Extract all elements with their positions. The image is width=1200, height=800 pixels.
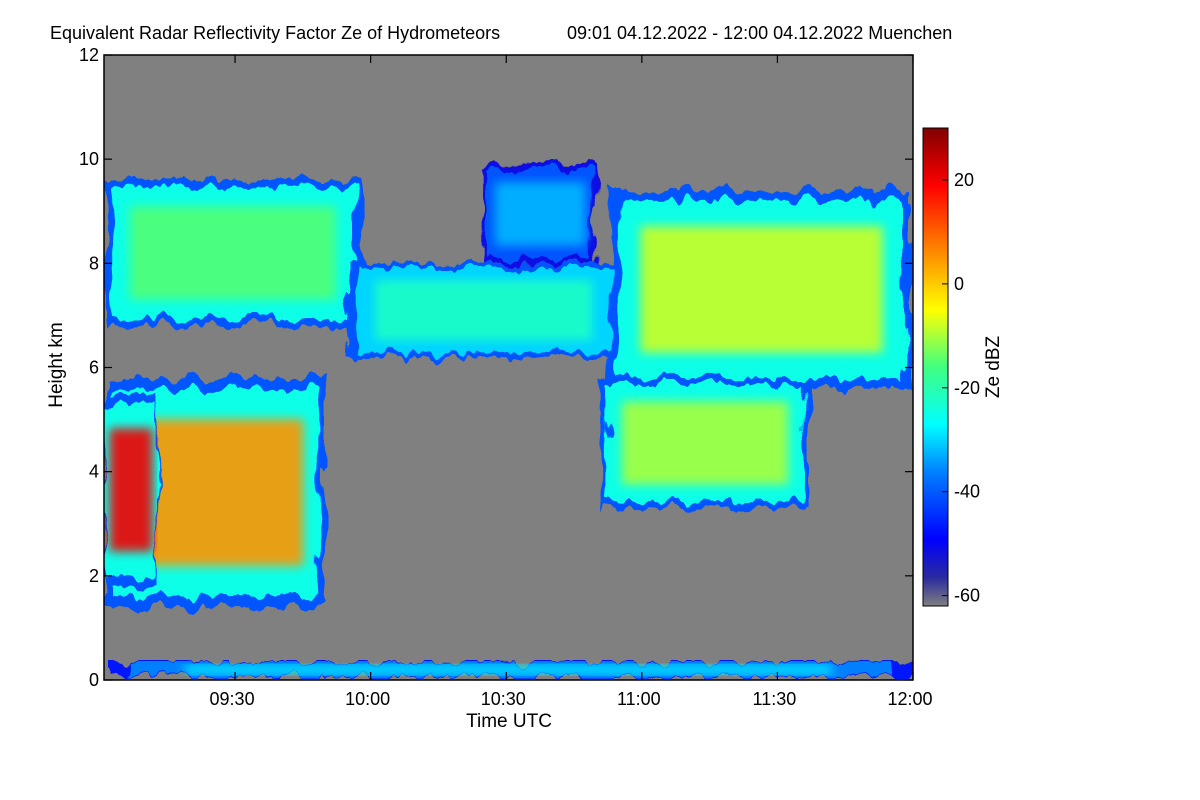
- echo-core: [184, 664, 833, 675]
- echo-region-lower-cloud-right: [601, 377, 810, 509]
- colorbar-tick-label: -40: [954, 482, 980, 502]
- echo-core: [494, 182, 586, 246]
- colorbar-tick-label: -60: [954, 586, 980, 606]
- echo-region-surface-clutter: [104, 661, 913, 678]
- y-axis-label: Height km: [46, 322, 67, 408]
- x-tick-label: 12:00: [887, 689, 932, 709]
- y-axis: 0 2 4 6 8 10 12: [79, 45, 913, 690]
- colorbar-label: Ze dBZ: [983, 335, 1004, 398]
- chart-time-range: 09:01 04.12.2022 - 12:00 04.12.2022 Muen…: [567, 23, 952, 43]
- colorbar-ticks: 20 0 -20 -40 -60: [942, 170, 980, 606]
- chart-title: Equivalent Radar Reflectivity Factor Ze …: [50, 23, 500, 43]
- colorbar: 20 0 -20 -40 -60 Ze dBZ: [922, 127, 1004, 607]
- colorbar-gradient: [922, 127, 949, 607]
- x-tick-label: 11:00: [617, 689, 661, 709]
- x-tick-label: 09:30: [210, 689, 255, 709]
- echo-region-rain-core-left: [104, 393, 159, 587]
- y-tick-label: 12: [79, 45, 99, 65]
- echo-region-upper-cloud-right: [610, 190, 913, 389]
- echo-core: [621, 401, 789, 485]
- colorbar-tick-label: 0: [954, 274, 964, 294]
- x-axis-label: Time UTC: [466, 711, 552, 732]
- echo-core: [640, 226, 883, 353]
- echo-layer: [104, 164, 913, 678]
- y-tick-label: 8: [89, 253, 99, 273]
- echo-region-upper-cirrus-deck: [104, 180, 362, 326]
- echo-region-upper-cirrus-gap-fill: [348, 263, 620, 358]
- plot-area: [103, 54, 914, 681]
- x-tick-label: 10:30: [481, 689, 526, 709]
- y-tick-label: 0: [89, 670, 99, 690]
- y-tick-label: 6: [89, 358, 99, 378]
- x-tick-label: 10:00: [345, 689, 390, 709]
- echo-region-upper-cirrus-filaments: [483, 164, 597, 264]
- colorbar-tick-label: -20: [954, 378, 980, 398]
- echo-core: [375, 280, 593, 341]
- colorbar-tick-label: 20: [954, 170, 974, 190]
- y-tick-label: 2: [89, 566, 99, 586]
- echo-core: [129, 206, 336, 300]
- y-tick-label: 4: [89, 462, 99, 482]
- x-axis: 09:30 10:00 10:30 11:00 11:30 12:00: [210, 55, 933, 709]
- echo-core: [109, 428, 153, 552]
- x-tick-label: 11:30: [753, 689, 797, 709]
- y-tick-label: 10: [79, 149, 99, 169]
